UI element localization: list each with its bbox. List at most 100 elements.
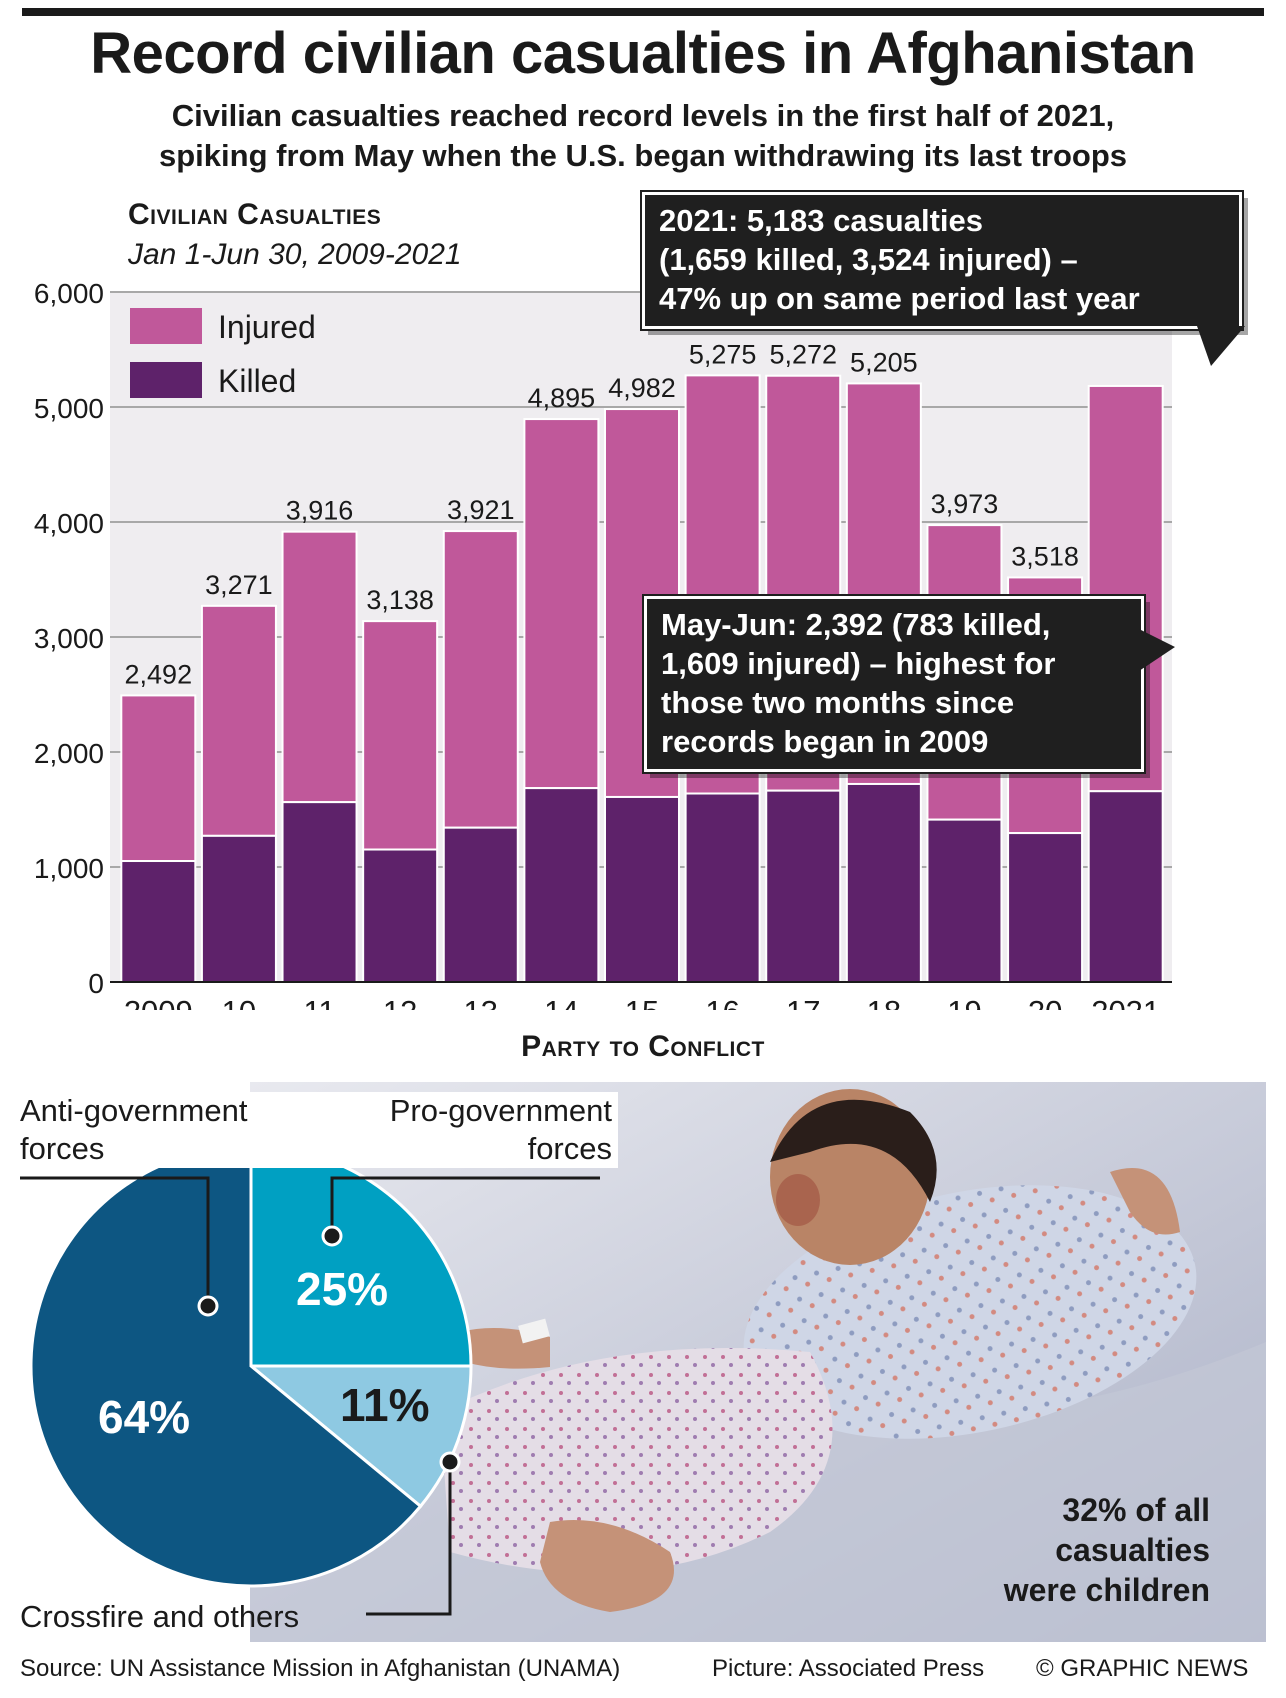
x-tick-label: 11 <box>303 994 335 1010</box>
bar-total-label: 5,205 <box>850 347 918 377</box>
top-rule <box>22 8 1264 16</box>
bar-total-label: 5,272 <box>769 340 837 370</box>
bar-injured <box>200 604 277 837</box>
source-credit: Source: UN Assistance Mission in Afghani… <box>20 1655 621 1682</box>
subtitle-line-2: spiking from May when the U.S. began wit… <box>159 138 1127 173</box>
x-tick-label: 19 <box>947 994 981 1010</box>
children-note-line: were children <box>1003 1572 1210 1608</box>
annotation-may-jun-line: records began in 2009 <box>661 724 989 759</box>
pie-label-line: Anti-government <box>20 1093 248 1128</box>
annotation-2021-line: 47% up on same period last year <box>659 281 1140 316</box>
legend-label: Killed <box>218 363 296 399</box>
annotation-2021-line: (1,659 killed, 3,524 injured) – <box>659 242 1078 277</box>
children-note-line: casualties <box>1055 1532 1210 1568</box>
x-tick-label: 12 <box>383 994 417 1010</box>
x-tick-label: 15 <box>625 994 659 1010</box>
bar-total-label: 4,895 <box>528 383 596 413</box>
leader-dot-pro-government <box>321 1225 343 1247</box>
page-title: Record civilian casualties in Afghanista… <box>90 21 1196 86</box>
bar-killed <box>523 787 600 983</box>
x-tick-label: 10 <box>222 994 256 1010</box>
pie-label-line: forces <box>527 1131 612 1166</box>
axes: 0 1,000 2,000 3,000 4,000 5,000 6,000 2009 10 11 1… <box>34 278 1172 1010</box>
bar-total-label: 4,982 <box>608 373 676 403</box>
x-tick-label: 14 <box>544 994 578 1010</box>
bar-chart-subtitle: Jan 1-Jun 30, 2009-2021 <box>128 238 462 271</box>
pie-value-anti-government: 64% <box>98 1391 191 1443</box>
leader-dot-crossfire <box>439 1451 461 1473</box>
y-tick-label: 3,000 <box>34 623 104 654</box>
x-tick-label: 18 <box>867 994 901 1010</box>
bar-total-label: 3,271 <box>205 570 273 600</box>
copyright: © GRAPHIC NEWS <box>1036 1655 1249 1682</box>
y-tick-label: 0 <box>88 968 104 999</box>
pie-label-line: Pro-government <box>389 1093 612 1128</box>
bar-total-label: 3,138 <box>366 585 434 615</box>
bar-chart-title: Civilian Casualties <box>128 198 382 231</box>
y-tick-label: 1,000 <box>34 853 104 884</box>
children-note-line: 32% of all <box>1062 1492 1210 1528</box>
legend-swatch <box>130 362 202 398</box>
bar-total-label: 5,275 <box>689 339 757 369</box>
pie-value-crossfire: 11% <box>340 1379 430 1431</box>
data-labels: 2,492 3,271 3,916 3,138 3,921 4,895 4,982 5,275… <box>125 339 1079 689</box>
leader-line-anti-government <box>20 1176 210 1306</box>
annotation-2021-pointer <box>1197 326 1245 366</box>
bar-injured <box>120 694 197 863</box>
hospital-photo <box>250 1082 1266 1642</box>
annotation-may-jun-pointer <box>1139 629 1175 671</box>
bar-killed <box>604 795 680 984</box>
bar-total-label: 3,973 <box>931 489 999 519</box>
y-tick-label: 6,000 <box>34 278 104 309</box>
bar-killed <box>200 834 277 984</box>
children-note: 32% of all casualties were children <box>940 1490 1210 1610</box>
photo-illustration <box>250 1082 1266 1642</box>
legend-label: Injured <box>218 309 316 345</box>
bar-killed <box>684 792 761 984</box>
bar-total-label: 3,921 <box>447 495 515 525</box>
leader-line-crossfire <box>366 1462 452 1616</box>
x-tick-label: 16 <box>705 994 739 1010</box>
x-tick-label: 17 <box>786 994 820 1010</box>
bar-injured <box>362 620 439 851</box>
bar-total-label: 3,916 <box>286 496 354 526</box>
pie-label-pro-government: Pro-government forces <box>336 1092 618 1168</box>
x-tick-label: 2021 <box>1091 994 1160 1010</box>
annotation-may-jun-line: those two months since <box>661 685 1015 720</box>
bar-killed <box>120 860 197 984</box>
pie-leader-lines <box>20 1176 600 1616</box>
legend-swatch <box>130 308 202 344</box>
legend: Injured Killed <box>130 308 316 399</box>
pie-slice <box>246 1364 473 1509</box>
x-tick-label: 20 <box>1028 994 1062 1010</box>
pie-label-anti-government: Anti-government forces <box>20 1092 346 1168</box>
annotation-may-jun-line: 1,609 injured) – highest for <box>661 646 1056 681</box>
bar-killed <box>926 818 1003 983</box>
pie-slice <box>29 1144 423 1588</box>
subtitle-line-1: Civilian casualties reached record level… <box>171 98 1115 133</box>
bar-total-label: 3,518 <box>1011 541 1079 571</box>
bar-killed <box>281 801 358 984</box>
annotation-2021-line: 2021: 5,183 casualties <box>659 203 984 238</box>
y-tick-label: 2,000 <box>34 738 104 769</box>
bar-injured <box>523 418 600 790</box>
page-subtitle: Civilian casualties reached record level… <box>60 96 1226 176</box>
pie-chart-title: Party to Conflict <box>521 1030 765 1063</box>
pie-label-crossfire: Crossfire and others <box>20 1599 300 1634</box>
x-tick-label: 13 <box>464 994 498 1010</box>
leader-dot-anti-government <box>197 1295 219 1317</box>
pie-label-line: forces <box>20 1131 105 1166</box>
annotation-2021: 2021: 5,183 casualties (1,659 killed, 3,… <box>642 192 1245 366</box>
y-tick-label: 4,000 <box>34 508 104 539</box>
pie-slices <box>29 1144 473 1588</box>
annotation-may-jun: May-Jun: 2,392 (783 killed, 1,609 injure… <box>644 596 1175 772</box>
pie-value-pro-government: 25% <box>296 1263 389 1315</box>
x-tick-label: 2009 <box>124 994 193 1010</box>
bar-total-label: 2,492 <box>125 659 193 689</box>
leader-line-pro-government <box>330 1176 600 1236</box>
bar-killed <box>442 826 519 983</box>
annotation-may-jun-line: May-Jun: 2,392 (783 killed, <box>661 607 1051 642</box>
y-tick-label: 5,000 <box>34 393 104 424</box>
picture-credit: Picture: Associated Press <box>712 1655 985 1682</box>
